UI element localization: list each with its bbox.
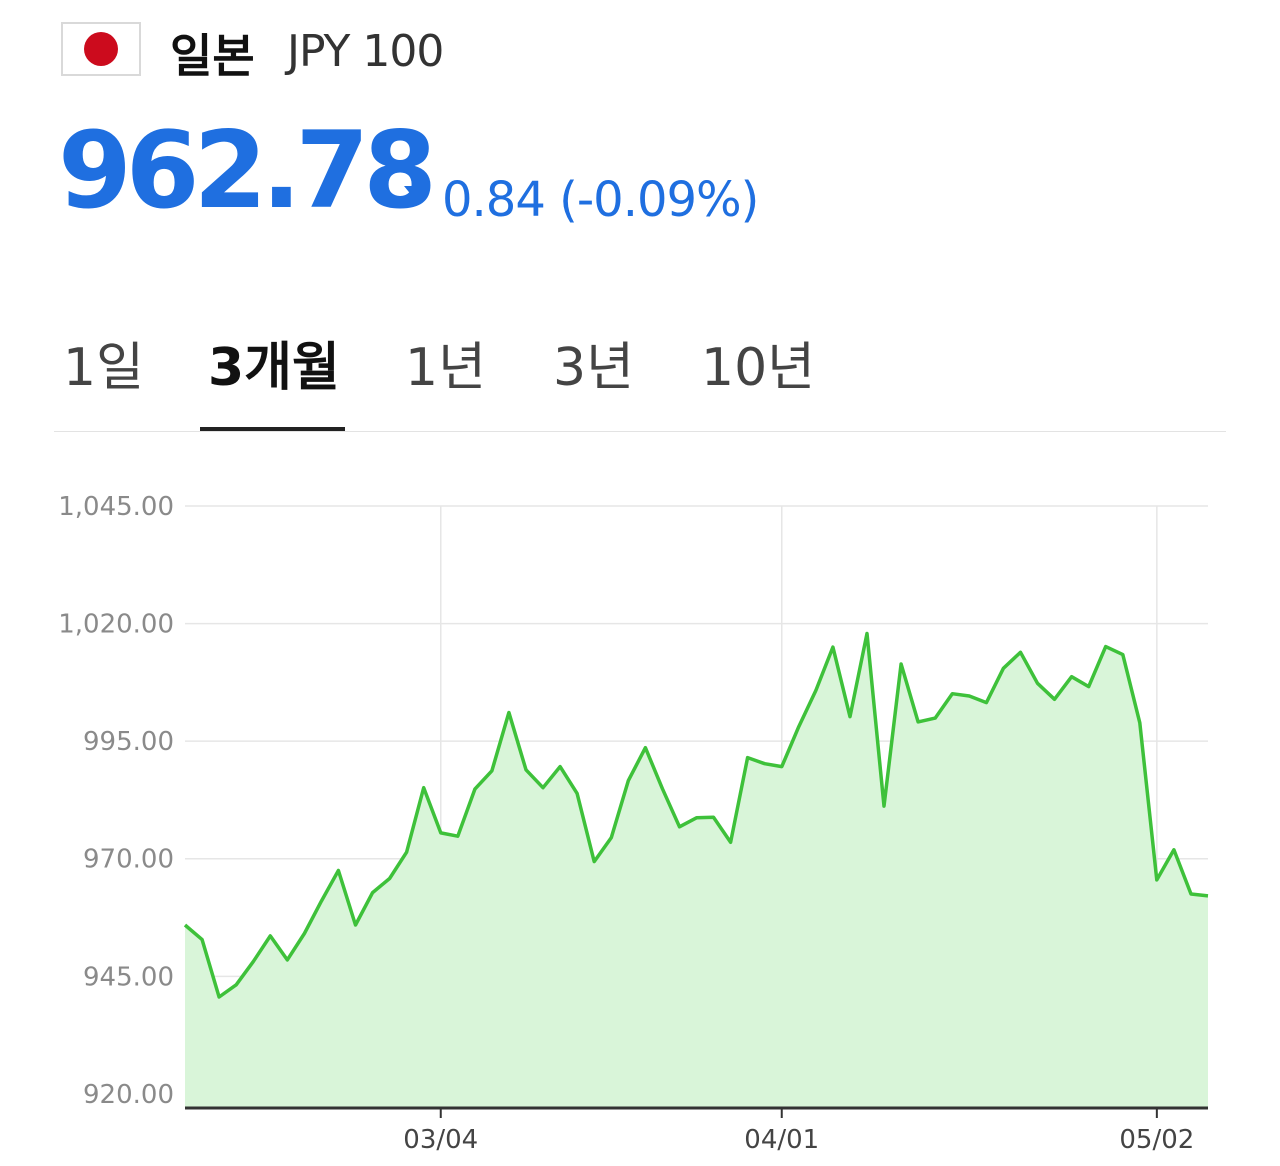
x-tick-label: 04/01	[744, 1125, 819, 1155]
currency-code: JPY 100	[287, 26, 444, 77]
y-axis-ticks: 1,045.00 1,020.00 995.00 970.00 945.00 920.00	[58, 492, 174, 1110]
x-tick-label: 03/04	[403, 1125, 478, 1155]
y-tick-label: 970.00	[83, 845, 174, 875]
y-tick-label: 945.00	[83, 962, 174, 992]
x-axis-ticks: 03/04 04/01 05/02	[403, 1108, 1194, 1155]
current-price: 962.78	[58, 109, 437, 232]
tab-3-years[interactable]: 3년	[553, 338, 634, 398]
price-change: 0.84 (-0.09%)	[442, 172, 759, 228]
country-name: 일본	[170, 29, 255, 83]
japan-flag-icon	[61, 22, 141, 76]
tab-1-year[interactable]: 1년	[405, 338, 486, 398]
y-tick-label: 1,045.00	[58, 492, 174, 522]
tab-10-years[interactable]: 10년	[701, 338, 816, 398]
x-tick-label: 05/02	[1119, 1125, 1194, 1155]
active-tab-indicator	[200, 427, 345, 431]
exchange-rate-chart: 1,045.00 1,020.00 995.00 970.00 945.00 920.00…	[58, 492, 1209, 1155]
period-tabs: 1일 3개월 1년 3년 10년	[0, 325, 1280, 433]
tab-1-day[interactable]: 1일	[63, 338, 144, 398]
tabs-divider	[54, 431, 1226, 432]
tab-3-months[interactable]: 3개월	[208, 338, 340, 398]
y-tick-label: 1,020.00	[58, 610, 174, 640]
flag-circle	[84, 32, 118, 66]
down-triangle-icon	[404, 186, 430, 202]
series-line	[183, 631, 1209, 999]
series-area-fill	[185, 633, 1208, 1108]
y-tick-label: 920.00	[83, 1080, 174, 1110]
y-tick-label: 995.00	[83, 727, 174, 757]
